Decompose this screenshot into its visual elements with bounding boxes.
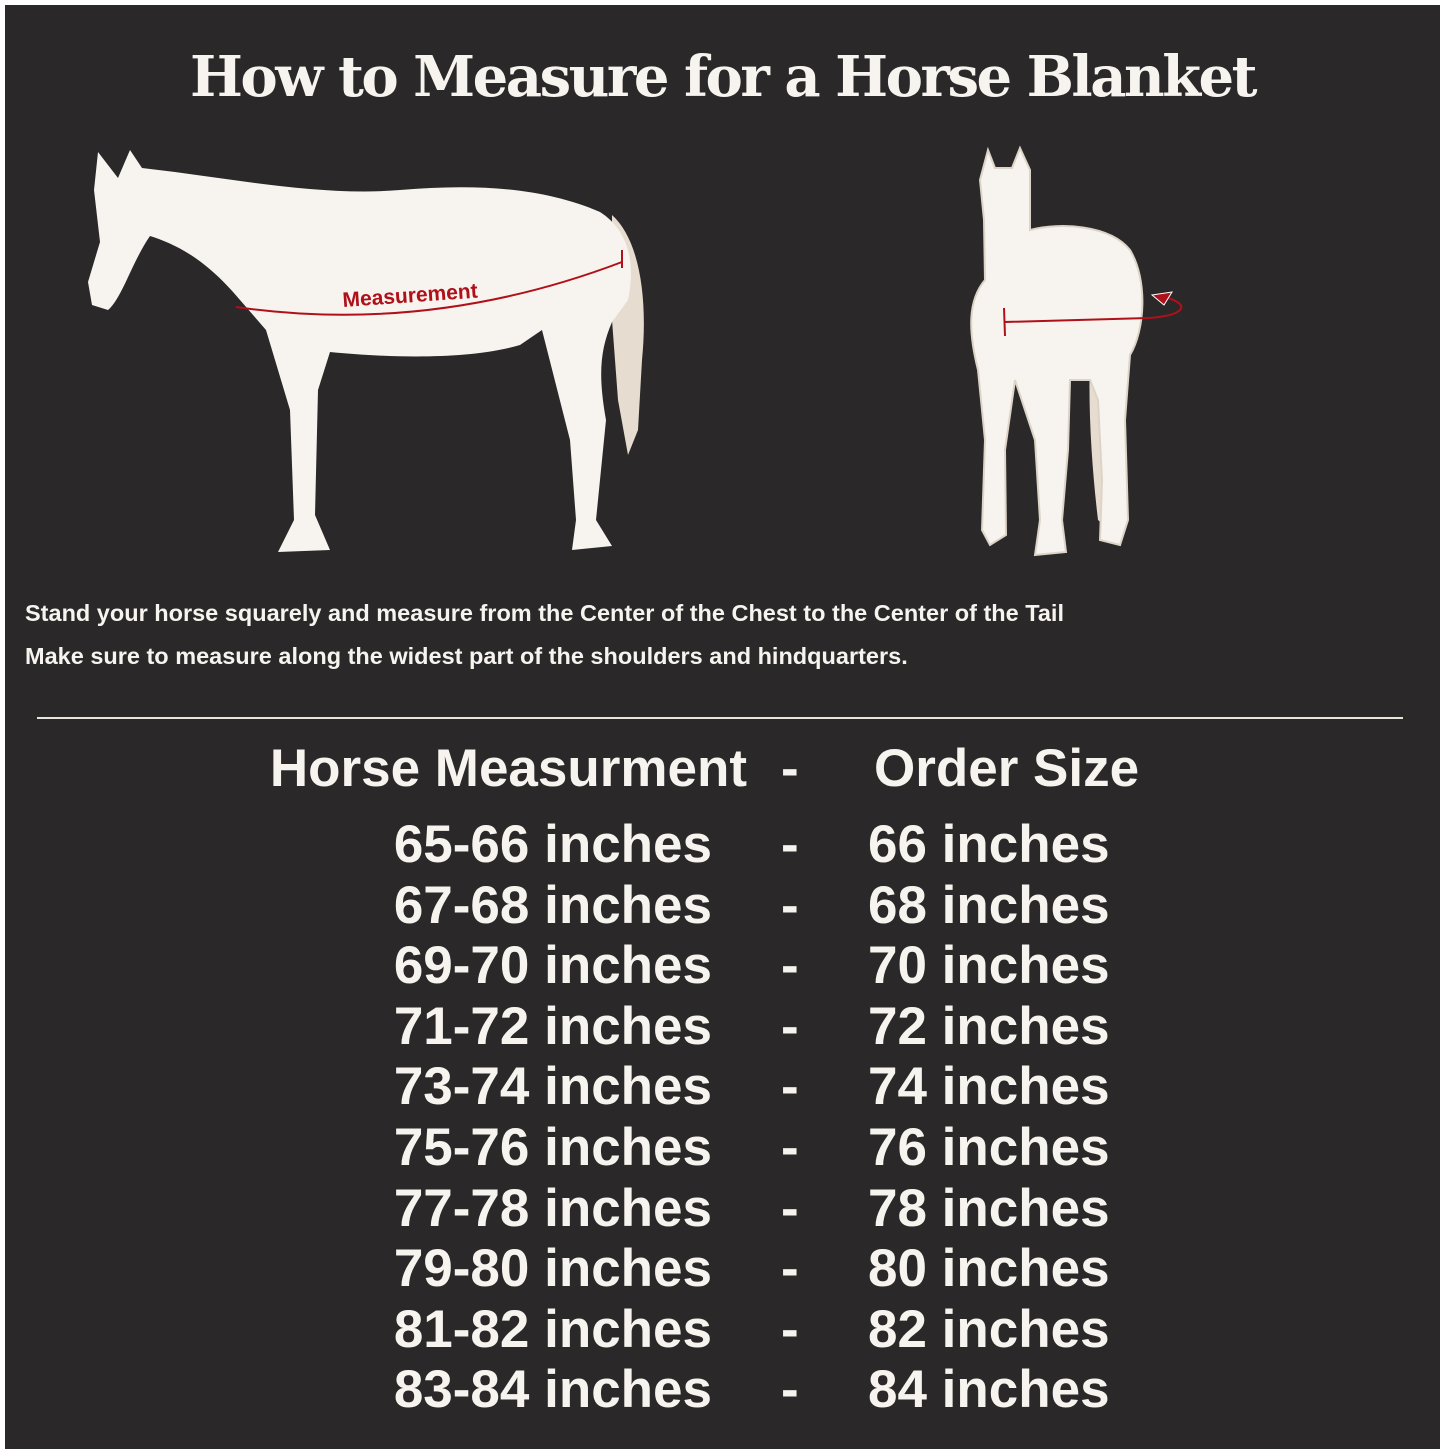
header-order-size: Order Size	[874, 739, 1140, 798]
page-title: How to Measure for a Horse Blanket	[190, 44, 1258, 110]
table-row: 83-84 inches - 84 inches	[0, 1360, 1445, 1420]
table-row: 71-72 inches - 72 inches	[0, 997, 1445, 1057]
order-size: 84 inches	[868, 1360, 1110, 1420]
table-row: 81-82 inches - 82 inches	[0, 1300, 1445, 1360]
chest-tick	[1003, 307, 1006, 337]
header-horse-measurement: Horse Measurment	[269, 739, 747, 798]
table-row: 75-76 inches - 76 inches	[0, 1118, 1445, 1178]
order-size: 80 inches	[868, 1239, 1110, 1299]
horse-measurement: 75-76 inches	[393, 1118, 712, 1177]
table-row: 69-70 inches - 70 inches	[0, 936, 1445, 996]
front-horse-body	[970, 145, 1144, 557]
horse-measurement: 79-80 inches	[393, 1239, 712, 1299]
horse-diagrams: Measurement	[88, 145, 1183, 557]
row-separator: -	[781, 996, 799, 1056]
row-separator: -	[781, 815, 799, 874]
table-row: 77-78 inches - 78 inches	[0, 1179, 1445, 1239]
table-header: Horse Measurment - Order Size	[0, 739, 1445, 799]
horse-measurement: 65-66 inches	[393, 815, 712, 874]
row-separator: -	[781, 1239, 799, 1299]
row-separator: -	[781, 1360, 799, 1420]
front-horse-illustration	[970, 145, 1183, 557]
table-row: 65-66 inches - 66 inches	[0, 815, 1445, 875]
instruction-line-2: Make sure to measure along the widest pa…	[25, 643, 908, 669]
order-size: 70 inches	[868, 936, 1110, 996]
order-size: 66 inches	[868, 815, 1110, 874]
instruction-line-1: Stand your horse squarely and measure fr…	[25, 600, 1064, 626]
order-size: 72 inches	[868, 996, 1110, 1056]
row-separator: -	[781, 1178, 799, 1238]
order-size: 78 inches	[868, 1178, 1110, 1238]
side-horse-illustration: Measurement	[88, 150, 644, 552]
table-row: 79-80 inches - 80 inches	[0, 1239, 1445, 1299]
side-horse-body	[88, 150, 631, 552]
row-separator: -	[781, 1118, 799, 1177]
horse-measurement: 67-68 inches	[393, 875, 712, 935]
divider	[37, 717, 1403, 719]
order-size: 74 inches	[868, 1057, 1110, 1117]
arrow-icon	[1150, 291, 1173, 306]
horse-measurement: 71-72 inches	[393, 996, 712, 1056]
order-size: 76 inches	[868, 1118, 1110, 1177]
horse-measurement: 83-84 inches	[393, 1360, 712, 1420]
girth-line	[1004, 297, 1183, 323]
order-size: 68 inches	[868, 875, 1110, 935]
row-separator: -	[781, 1299, 799, 1359]
horse-measurement: 81-82 inches	[393, 1299, 712, 1359]
row-separator: -	[781, 875, 799, 935]
horse-measurement: 69-70 inches	[393, 936, 712, 996]
horse-measurement: 77-78 inches	[393, 1178, 712, 1238]
horse-measurement: 73-74 inches	[393, 1057, 712, 1117]
order-size: 82 inches	[868, 1299, 1110, 1359]
table-row: 67-68 inches - 68 inches	[0, 876, 1445, 936]
measurement-line	[235, 261, 623, 316]
row-separator: -	[781, 936, 799, 996]
header-separator: -	[781, 739, 799, 798]
table-row: 73-74 inches - 74 inches	[0, 1057, 1445, 1117]
row-separator: -	[781, 1057, 799, 1117]
